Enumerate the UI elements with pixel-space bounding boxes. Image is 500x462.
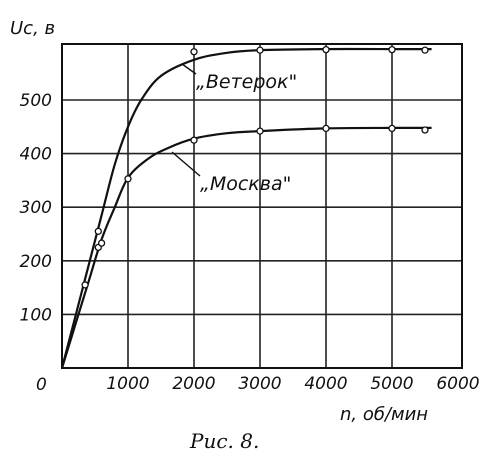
data-point [190,136,198,144]
data-point [256,46,264,54]
data-point [256,127,264,135]
data-point [421,126,429,134]
data-point [388,124,396,133]
data-point [388,45,396,54]
markers [81,45,429,289]
series-label-veterok: „Ветерок" [196,71,297,93]
y-axis-label: Uc, в [10,18,55,39]
data-point [97,239,106,247]
x-tick-label: 5000 [370,374,413,394]
axes [61,43,463,369]
x-tick-label: 1000 [106,374,149,394]
figure-caption: Рис. 8. [189,429,259,453]
y-tick-label: 100 [20,305,52,325]
grid [62,44,462,368]
x-tick-label: 2000 [172,374,215,394]
data-point [124,175,132,183]
data-point [421,46,429,54]
series-line [60,126,432,369]
plot-frame [61,43,463,369]
curves [60,47,432,369]
series-leader-veterok [181,63,197,75]
data-point [322,45,330,54]
data-point [94,227,102,235]
x-axis-label: n, об/мин [340,404,428,425]
y-tick-label: 200 [20,252,52,272]
x-tick-label: 4000 [304,374,347,394]
origin-label: 0 [36,375,47,395]
data-point [322,124,330,133]
y-tick-label: 400 [20,145,52,165]
x-tick-label: 3000 [238,374,281,394]
series-label-moskva: „Москва" [200,173,291,195]
tick-labels: 1000 2000 3000 4000 5000 6000 100 200 300 400 500 [20,91,480,394]
x-tick-label: 6000 [436,374,479,394]
series-leader-moskva [171,151,201,177]
y-tick-label: 300 [20,198,52,218]
data-point [81,281,89,289]
series-line [60,47,432,369]
data-point [190,48,198,56]
y-tick-label: 500 [20,91,52,111]
